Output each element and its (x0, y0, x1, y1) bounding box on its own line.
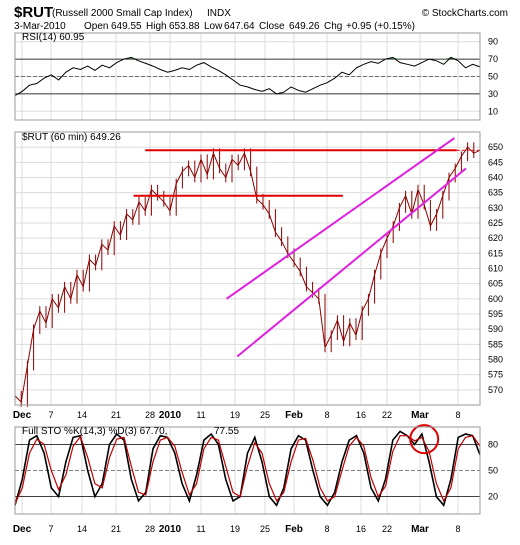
price-x-tick-label: 19 (230, 410, 240, 420)
price-x-tick-label: Dec (13, 410, 32, 421)
sto-tick-label: 50 (488, 466, 498, 476)
rsi-tick-label: 90 (488, 37, 498, 47)
price-tick-label: 635 (488, 188, 503, 198)
price-tick-label: 575 (488, 370, 503, 380)
highlight-circle (409, 424, 440, 455)
price-tick-label: 580 (488, 355, 503, 365)
low-label: Low (204, 21, 223, 32)
price-tick-label: 590 (488, 324, 503, 334)
sto-tick-label: 20 (488, 492, 498, 502)
price-tick-label: 615 (488, 248, 503, 258)
sto-x-tick-label: Dec (13, 524, 32, 535)
rsi-frame (14, 32, 481, 121)
rsi-legend: RSI(14) 60.95 (22, 32, 85, 43)
open-value: 649.55 (111, 21, 142, 32)
sto-x-tick-label: 19 (230, 524, 240, 534)
sto-x-tick-label: 14 (77, 524, 87, 534)
sto-x-tick-label: 25 (260, 524, 270, 534)
price-x-tick-label: Feb (285, 410, 303, 421)
chg-label: Chg (324, 21, 342, 32)
sto-x-tick-label: 16 (356, 524, 366, 534)
sto-tick-label: 80 (488, 439, 498, 449)
price-x-tick-label: 28 (145, 410, 155, 420)
price-tick-label: 620 (488, 233, 503, 243)
rsi-tick-label: 30 (488, 89, 498, 99)
price-frame (14, 131, 481, 406)
price-x-tick-label: 14 (77, 410, 87, 420)
trend-channel-line (225, 137, 456, 300)
price-x-tick-label: 11 (196, 410, 205, 420)
sto-frame (14, 426, 481, 515)
price-tick-label: 630 (488, 203, 503, 213)
price-tick-label: 610 (488, 264, 503, 274)
watermark: © StockCharts.com (422, 8, 508, 19)
low-value: 647.64 (224, 21, 255, 32)
price-tick-label: 585 (488, 339, 503, 349)
open-label: Open (84, 21, 108, 32)
close-label: Close (259, 21, 285, 32)
trend-channel-line (236, 167, 467, 358)
sto-x-tick-label: 28 (145, 524, 155, 534)
price-legend: $RUT (60 min) 649.26 (22, 132, 121, 143)
chart-name: (Russell 2000 Small Cap Index) (52, 8, 193, 19)
high-label: High (146, 21, 167, 32)
sto-d-line (14, 435, 481, 504)
quote-date: 3-Mar-2010 (14, 21, 66, 32)
price-x-tick-label: 21 (111, 410, 121, 420)
rsi-panel: 10 30 50 70 90 (14, 32, 498, 121)
price-tick-label: 595 (488, 309, 503, 319)
price-panel: 570 575 580 585 590 595 600 605 610 615 620 625 630 6… (13, 131, 503, 421)
sto-x-tick-label: 22 (382, 524, 392, 534)
price-line (14, 146, 481, 404)
chart-symbol: $RUT (14, 4, 53, 21)
price-x-tick-label: 8 (324, 410, 329, 420)
rsi-line (14, 56, 481, 97)
sto-k-line (14, 430, 481, 507)
sto-x-tick-label: 21 (111, 524, 121, 534)
price-x-tick-label: 25 (260, 410, 270, 420)
sto-x-tick-label: Mar (411, 524, 429, 535)
price-tick-label: 600 (488, 294, 503, 304)
sto-x-tick-label: 8 (324, 524, 329, 534)
chg-value: +0.95 (+0.15%) (346, 21, 415, 32)
price-x-tick-label: Mar (411, 410, 429, 421)
rsi-tick-label: 10 (488, 106, 498, 116)
rsi-tick-label: 50 (488, 72, 498, 82)
price-x-tick-label: 22 (382, 410, 392, 420)
sto-x-tick-label: 2010 (159, 524, 182, 535)
sto-x-tick-label: 7 (48, 524, 53, 534)
price-x-tick-label: 16 (356, 410, 366, 420)
sto-legend: Full STO %K(14,3) %D(3) 67.70, (22, 426, 167, 437)
sto-x-tick-label: Feb (285, 524, 303, 535)
rsi-tick-label: 70 (488, 54, 498, 64)
price-tick-label: 625 (488, 218, 503, 228)
sto-d-value: 77.55 (214, 426, 239, 437)
exchange: INDX (207, 8, 231, 19)
sto-panel: 20 50 80 Dec 7 14 21 28 2010 11 19 25 Feb 8 16 22 Mar 8 (13, 424, 498, 535)
sto-x-tick-label: 11 (196, 524, 205, 534)
sto-x-tick-label: 8 (455, 524, 460, 534)
price-tick-label: 650 (488, 142, 503, 152)
price-tick-label: 645 (488, 157, 503, 167)
price-tick-label: 570 (488, 385, 503, 395)
price-x-tick-label: 8 (455, 410, 460, 420)
price-x-tick-label: 7 (48, 410, 53, 420)
price-tick-label: 640 (488, 173, 503, 183)
close-value: 649.26 (289, 21, 320, 32)
price-tick-label: 605 (488, 279, 503, 289)
high-value: 653.88 (169, 21, 200, 32)
price-x-tick-label: 2010 (159, 410, 182, 421)
